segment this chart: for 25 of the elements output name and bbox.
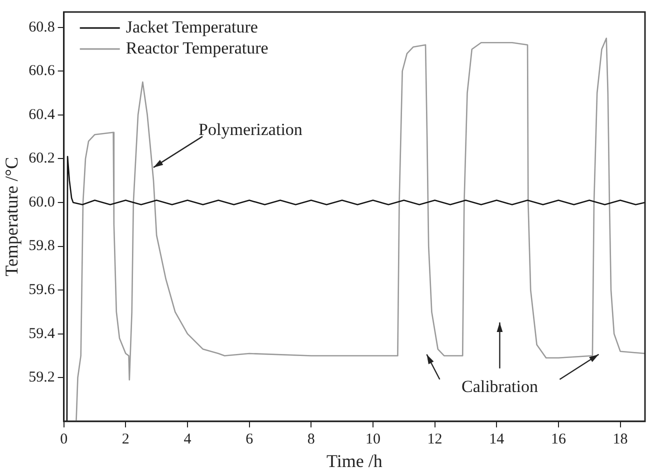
y-tick-label: 60.2 bbox=[28, 150, 55, 167]
y-tick-label: 59.2 bbox=[28, 370, 55, 386]
legend-label: Jacket Temperature bbox=[126, 17, 258, 36]
y-tick-label: 60.0 bbox=[28, 194, 55, 210]
y-tick-label: 60.6 bbox=[28, 63, 56, 80]
y-tick-label: 60.4 bbox=[28, 106, 56, 123]
y-tick-label: 59.6 bbox=[28, 282, 56, 298]
x-tick-label: 12 bbox=[427, 431, 442, 448]
x-tick-label: 14 bbox=[489, 431, 505, 448]
x-tick-label: 8 bbox=[307, 431, 315, 448]
x-tick-label: 0 bbox=[60, 431, 68, 448]
annotation: Calibration bbox=[461, 376, 538, 396]
y-tick-label: 60.8 bbox=[28, 19, 55, 36]
x-tick-label: 2 bbox=[122, 431, 130, 448]
y-axis-title: Temperature /°C bbox=[2, 157, 22, 276]
annotation: Polymerization bbox=[198, 120, 303, 139]
y-tick-label: 59.4 bbox=[28, 326, 56, 342]
x-axis-title: Time /h bbox=[326, 450, 382, 471]
x-tick-label: 4 bbox=[184, 431, 192, 448]
x-tick-label: 18 bbox=[612, 431, 628, 448]
y-tick-label: 59.8 bbox=[28, 238, 55, 254]
legend-label: Reactor Temperature bbox=[126, 38, 268, 58]
x-tick-label: 6 bbox=[246, 431, 254, 448]
x-tick-label: 16 bbox=[550, 431, 566, 448]
x-tick-label: 10 bbox=[365, 431, 380, 448]
